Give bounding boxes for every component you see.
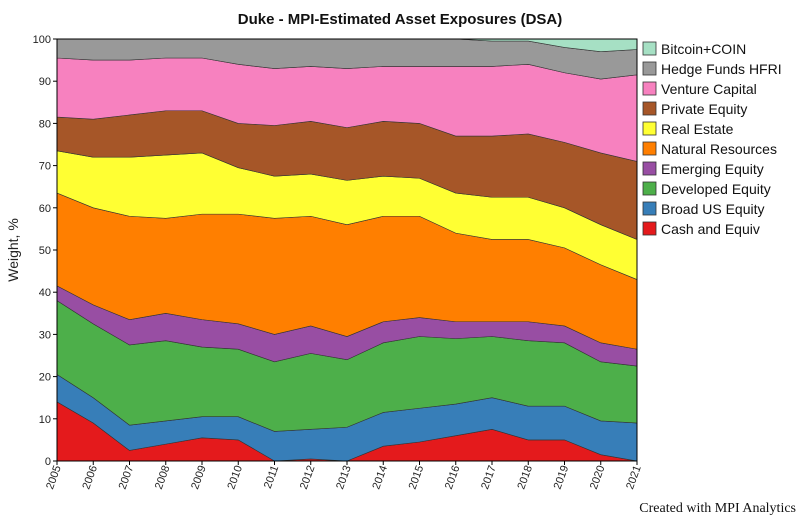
x-axis: 2005 2006 2007 2008 2009 2010 2011 2012 2013 2014… — [44, 461, 644, 491]
legend-label: Real Estate — [661, 121, 734, 137]
legend-label: Emerging Equity — [661, 161, 764, 177]
y-tick-label: 70 — [39, 161, 51, 173]
y-axis-label: Weight, % — [5, 218, 21, 282]
x-tick-label: 2017 — [479, 464, 499, 491]
y-tick-label: 90 — [39, 76, 51, 88]
legend-label: Private Equity — [661, 101, 747, 117]
x-tick-label: 2008 — [153, 464, 173, 491]
y-tick-label: 100 — [33, 34, 51, 46]
legend-label: Bitcoin+COIN — [661, 41, 746, 57]
legend-swatch — [642, 221, 657, 236]
y-axis: 0 10 20 30 40 50 60 70 80 90 100 — [33, 34, 57, 468]
legend-label: Hedge Funds HFRI — [661, 61, 782, 77]
legend: Bitcoin+COIN Hedge Funds HFRI Venture Capi… — [642, 41, 782, 237]
area-layers — [56, 38, 638, 462]
x-tick-label: 2018 — [515, 464, 535, 491]
legend-label: Venture Capital — [661, 81, 757, 97]
legend-swatch — [642, 121, 657, 136]
x-tick-label: 2016 — [443, 464, 463, 491]
legend-label: Developed Equity — [661, 181, 771, 197]
legend-label: Cash and Equiv — [661, 221, 760, 237]
legend-swatch — [642, 41, 657, 56]
legend-swatch — [642, 101, 657, 116]
y-tick-label: 60 — [39, 203, 51, 215]
credit-text: Created with MPI Analytics — [639, 501, 796, 516]
x-tick-label: 2020 — [588, 464, 608, 491]
legend-label: Natural Resources — [661, 141, 777, 157]
chart-title: Duke - MPI-Estimated Asset Exposures (DS… — [238, 11, 563, 28]
legend-swatch — [642, 61, 657, 76]
y-tick-label: 0 — [45, 456, 51, 468]
x-tick-label: 2012 — [298, 464, 318, 491]
legend-swatch — [642, 141, 657, 156]
legend-swatch — [642, 81, 657, 96]
x-tick-label: 2006 — [80, 464, 100, 491]
y-tick-label: 80 — [39, 118, 51, 130]
x-tick-label: 2007 — [117, 464, 137, 491]
x-tick-label: 2015 — [407, 464, 427, 491]
x-tick-label: 2014 — [370, 464, 390, 491]
legend-swatch — [642, 201, 657, 216]
legend-swatch — [642, 181, 657, 196]
x-tick-label: 2021 — [624, 464, 644, 491]
y-tick-label: 40 — [39, 287, 51, 299]
legend-label: Broad US Equity — [661, 201, 765, 217]
y-tick-label: 30 — [39, 329, 51, 341]
x-tick-label: 2019 — [552, 464, 572, 491]
y-tick-label: 20 — [39, 372, 51, 384]
legend-swatch — [642, 161, 657, 176]
y-tick-label: 10 — [39, 414, 51, 426]
y-tick-label: 50 — [39, 245, 51, 257]
x-tick-label: 2010 — [225, 464, 245, 491]
x-tick-label: 2009 — [189, 464, 209, 491]
x-tick-label: 2011 — [262, 464, 281, 490]
x-tick-label: 2013 — [334, 464, 354, 491]
